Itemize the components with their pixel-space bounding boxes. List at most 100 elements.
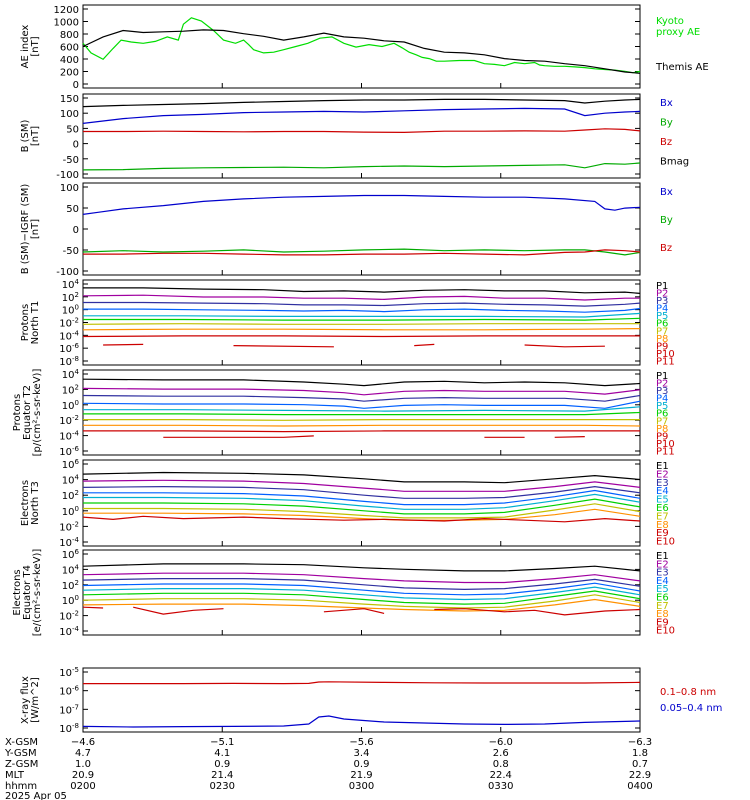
ytick-label: 104	[62, 474, 80, 487]
ytick-label: 600	[60, 43, 79, 54]
legend-label: P10	[656, 349, 675, 360]
legend-label: P9	[656, 431, 668, 442]
series-line-enorth-E9	[82, 515, 641, 523]
legend-label: E6	[656, 503, 669, 514]
series-line-pnorth-P10	[103, 343, 605, 348]
x-row-label: X-GSM	[5, 737, 38, 748]
series-line-bigrf-By	[82, 248, 641, 256]
ytick-label: 104	[62, 563, 80, 576]
series-line-pequator-P7	[83, 419, 640, 421]
ytick-label: 100	[62, 594, 79, 607]
x-tick-value: −5.1	[210, 737, 234, 748]
x-tick-value: 0.9	[354, 759, 370, 770]
legend-label: E2	[656, 559, 669, 570]
legend-label: By	[660, 215, 673, 226]
ytick-label: 100	[62, 304, 79, 317]
legend-label: P1	[656, 281, 668, 292]
ytick-label: 10-8	[59, 722, 79, 735]
x-tick-value: −4.6	[71, 737, 95, 748]
legend-label: E10	[656, 537, 675, 548]
x-tick-value: −6.3	[628, 737, 652, 748]
ytick-label: 104	[62, 278, 80, 291]
legend-label: P5	[656, 311, 668, 322]
series-line-enorth-E2	[82, 479, 641, 492]
ytick-label: 200	[60, 68, 79, 79]
y-axis-label: B (SM)	[20, 119, 31, 152]
y-axis-label: [W/m^2]	[30, 677, 41, 723]
legend-label: P9	[656, 341, 668, 352]
series-line-enorth-E1	[82, 471, 641, 484]
ytick-label: 10-4	[59, 536, 79, 549]
series-line-pequator-P1	[82, 378, 641, 387]
series-line-ae-Themis-AE	[82, 29, 641, 74]
series-line-eequator-E9	[82, 606, 641, 616]
legend-label: E5	[656, 495, 669, 506]
legend-label: P6	[656, 409, 668, 420]
legend-label: P3	[656, 296, 668, 307]
legend-label: Bmag	[660, 157, 689, 168]
series-line-pequator-P3	[82, 394, 641, 402]
series-line-pequator-P8	[83, 424, 641, 427]
ytick-label: 0	[73, 225, 79, 236]
series-line-pnorth-P4	[83, 307, 641, 313]
series-line-bigrf-Bx	[82, 194, 641, 215]
series-line-pnorth-P9	[82, 335, 640, 338]
series-line-xray-0-05-0-4-nm	[82, 715, 641, 728]
panel-frame-bigrf	[82, 182, 641, 276]
y-axis-label: [p/(cm²-s-sr-keV)]	[32, 369, 43, 457]
x-tick-value: 22.4	[490, 770, 512, 781]
series-line-eequator-E6	[82, 590, 641, 605]
series-line-bsm-By	[82, 162, 641, 171]
legend-label: P2	[656, 289, 668, 300]
legend-label: E4	[656, 576, 669, 587]
legend-label: E5	[656, 584, 669, 595]
ytick-label: 100	[60, 109, 79, 120]
x-row-label: Y-GSM	[4, 748, 37, 759]
ytick-label: 106	[62, 458, 80, 471]
ytick-label: -100	[56, 170, 79, 181]
ytick-label: 10-4	[59, 625, 79, 638]
series-line-bsm-Bz	[83, 128, 641, 134]
legend-label: Bx	[660, 187, 673, 198]
legend-label: E8	[656, 520, 669, 531]
series-line-enorth-E4	[83, 489, 641, 506]
y-axis-label: Electrons	[12, 569, 23, 615]
legend-label: P6	[656, 319, 668, 330]
series-line-eequator-E1	[82, 563, 641, 572]
x-row-label: Z-GSM	[5, 759, 38, 770]
legend-label: E7	[656, 511, 669, 522]
legend-label: P4	[656, 304, 668, 315]
legend-label: P8	[656, 334, 668, 345]
ytick-label: 10-2	[59, 610, 79, 623]
x-tick-value: 0.8	[493, 759, 509, 770]
x-tick-value: 0300	[349, 781, 374, 792]
x-tick-value: 22.9	[629, 770, 651, 781]
ytick-label: 10-5	[59, 666, 79, 679]
legend-label: E9	[656, 528, 669, 539]
series-line-xray-0-1-0-8-nm	[83, 681, 641, 685]
ytick-label: 1000	[54, 18, 79, 29]
series-line-bigrf-Bz	[83, 249, 641, 256]
ytick-label: 0	[73, 140, 79, 151]
legend-label: E8	[656, 609, 669, 620]
series-line-pnorth-P5	[83, 312, 641, 318]
y-axis-label: Protons	[12, 394, 23, 431]
y-axis-label: Protons	[20, 304, 31, 341]
series-line-pequator-P9	[83, 430, 640, 433]
x-tick-value: 20.9	[72, 770, 94, 781]
series-line-pequator-P10	[163, 435, 585, 438]
legend-label: E7	[656, 601, 669, 612]
series-line-eequator-E3	[82, 578, 641, 591]
ytick-label: 100	[62, 505, 79, 518]
series-line-eequator-E7	[82, 594, 641, 609]
legend-label: P8	[656, 424, 668, 435]
x-tick-value: 0.9	[214, 759, 230, 770]
series-line-pnorth-P1	[83, 287, 641, 294]
x-tick-value: 0.7	[632, 759, 648, 770]
x-row-label: hhmm	[5, 781, 37, 792]
legend-label: E1	[656, 461, 669, 472]
y-axis-label: AE index	[20, 25, 31, 69]
legend-label: P11	[656, 356, 675, 367]
x-tick-value: 1.8	[632, 748, 648, 759]
